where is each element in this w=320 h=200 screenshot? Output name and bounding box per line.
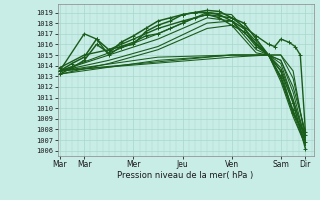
X-axis label: Pression niveau de la mer( hPa ): Pression niveau de la mer( hPa ) xyxy=(117,171,254,180)
